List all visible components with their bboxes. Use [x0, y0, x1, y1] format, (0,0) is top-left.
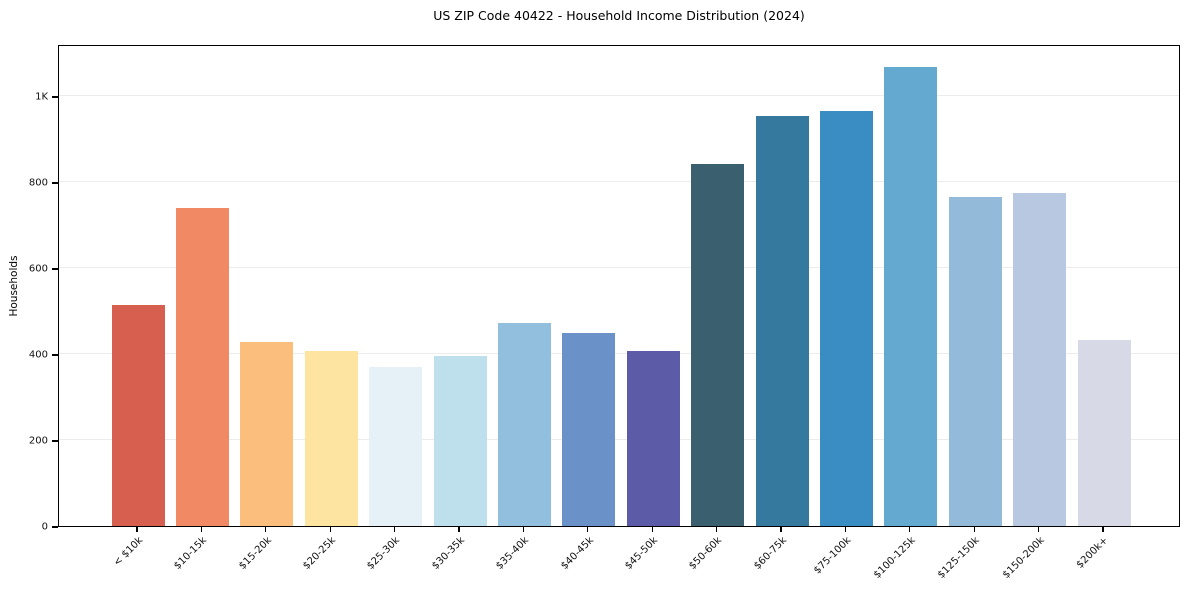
y-tick-label: 600 — [28, 263, 48, 275]
bar — [304, 351, 358, 526]
x-tick-mark — [136, 527, 138, 532]
y-tick-mark — [52, 440, 58, 442]
gridline — [59, 353, 1179, 355]
x-tick-label: $200k+ — [1074, 535, 1111, 571]
y-tick-label: 0 — [41, 521, 48, 533]
y-tick-mark — [52, 96, 58, 98]
y-tick-label: 800 — [28, 177, 48, 189]
x-tick-label: $125-150k — [936, 535, 982, 581]
bar — [369, 366, 423, 526]
bar — [1077, 339, 1131, 526]
y-tick-mark — [52, 526, 58, 528]
x-tick-mark — [522, 527, 524, 532]
x-tick-mark — [458, 527, 460, 532]
bar — [948, 196, 1002, 526]
x-tick-mark — [780, 527, 782, 532]
x-tick-label: $60-75k — [751, 535, 789, 572]
x-tick-mark — [1038, 527, 1040, 532]
x-tick-label: $35-40k — [494, 535, 532, 572]
x-tick-label: $75-100k — [811, 535, 854, 577]
x-tick-mark — [651, 527, 653, 532]
bar — [884, 66, 938, 526]
bar — [497, 323, 551, 526]
x-tick-mark — [1102, 527, 1104, 532]
x-tick-label: $30-35k — [429, 535, 467, 572]
chart-title: US ZIP Code 40422 - Household Income Dis… — [433, 8, 805, 23]
x-tick-label: $20-25k — [301, 535, 338, 572]
x-tick-mark — [394, 527, 396, 532]
bar — [1013, 192, 1067, 526]
x-tick-mark — [329, 527, 331, 532]
bar — [626, 350, 680, 526]
gridline — [59, 181, 1179, 183]
bar — [562, 333, 616, 526]
x-tick-label: $25-30k — [365, 535, 403, 572]
bar — [691, 164, 745, 526]
y-tick-label: 1K — [35, 91, 48, 103]
bar — [175, 207, 229, 526]
y-tick-mark — [52, 182, 58, 184]
bar — [819, 110, 873, 526]
bar — [240, 341, 294, 526]
x-tick-label: $50-60k — [687, 535, 725, 572]
y-tick-label: 400 — [28, 349, 48, 361]
plot-area — [58, 45, 1180, 527]
gridline — [59, 439, 1179, 441]
x-tick-label: $150-200k — [1000, 535, 1047, 581]
x-tick-mark — [265, 527, 267, 532]
gridline — [59, 95, 1179, 97]
y-tick-mark — [52, 354, 58, 356]
x-tick-mark — [973, 527, 975, 532]
x-tick-mark — [587, 527, 589, 532]
y-tick-label: 200 — [28, 435, 48, 447]
x-tick-mark — [844, 527, 846, 532]
bar — [433, 356, 487, 526]
bar — [111, 304, 165, 526]
x-tick-label: $10-15k — [172, 535, 210, 572]
gridline — [59, 267, 1179, 269]
x-tick-mark — [716, 527, 718, 532]
x-tick-label: $15-20k — [236, 535, 274, 572]
x-tick-label: < $10k — [111, 535, 145, 569]
x-tick-label: $100-125k — [871, 535, 918, 581]
y-tick-mark — [52, 268, 58, 270]
x-tick-mark — [909, 527, 911, 532]
x-tick-label: $40-45k — [558, 535, 596, 572]
x-tick-mark — [200, 527, 202, 532]
x-tick-label: $45-50k — [623, 535, 660, 572]
bar — [755, 116, 809, 526]
